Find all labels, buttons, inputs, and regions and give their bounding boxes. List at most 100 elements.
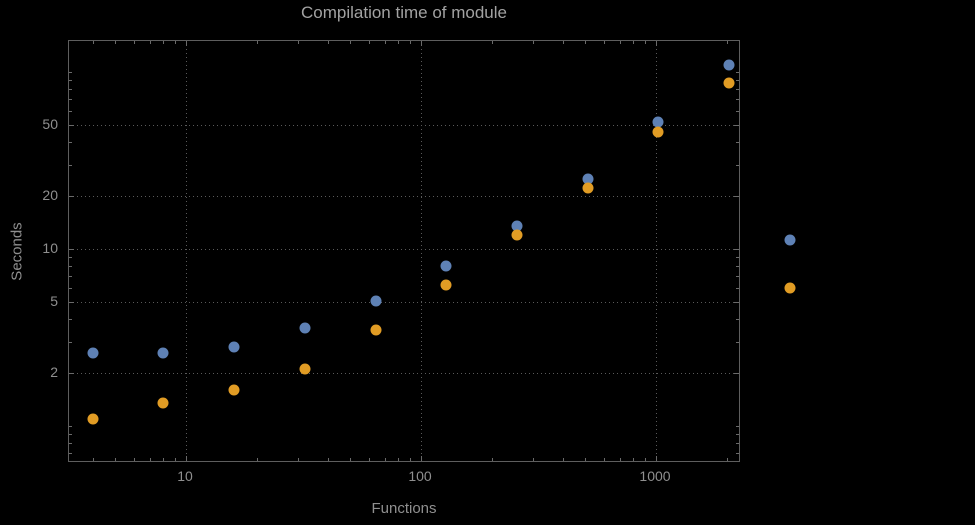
minor-tick-y [69, 164, 72, 166]
major-tick-x [656, 41, 657, 46]
major-tick-y [69, 125, 74, 127]
minor-tick-x [163, 41, 165, 44]
legend-marker-blue-series [784, 234, 796, 246]
major-tick-x [186, 41, 187, 46]
minor-tick-x [398, 41, 400, 44]
gridline-y-50 [69, 125, 739, 127]
data-point-orange-series [440, 279, 452, 290]
gridline-y-10 [69, 249, 739, 250]
minor-tick-x [619, 41, 621, 44]
major-tick-x [186, 456, 187, 461]
minor-tick-x [603, 41, 605, 44]
minor-tick-x [533, 41, 535, 44]
minor-tick-y [736, 453, 739, 455]
minor-tick-x [726, 41, 728, 44]
minor-tick-x [115, 41, 117, 44]
minor-tick-y [736, 89, 739, 91]
minor-tick-y [69, 257, 72, 259]
minor-tick-x [115, 458, 117, 461]
minor-tick-x [562, 41, 564, 44]
data-point-blue-series [228, 341, 240, 353]
x-tick-label-100: 100 [408, 468, 432, 484]
minor-tick-x [298, 458, 300, 461]
minor-tick-x [256, 458, 258, 461]
data-point-blue-series [723, 59, 735, 71]
minor-tick-x [163, 458, 165, 461]
minor-tick-x [368, 41, 370, 44]
minor-tick-x [92, 41, 94, 44]
minor-tick-y [736, 341, 739, 343]
minor-tick-x [350, 41, 352, 44]
minor-tick-y [69, 341, 72, 343]
data-point-blue-series [511, 220, 523, 232]
gridline-x-100 [421, 41, 422, 461]
minor-tick-x [368, 458, 370, 461]
minor-tick-x [491, 458, 493, 461]
y-tick-label-5: 5 [50, 293, 58, 310]
data-point-blue-series [440, 260, 452, 272]
gridline-x-1000 [656, 41, 657, 461]
minor-tick-x [175, 41, 177, 44]
minor-tick-x [384, 458, 386, 461]
data-point-orange-series [582, 182, 594, 194]
gridline-x-10 [186, 41, 187, 461]
minor-tick-y [69, 80, 72, 82]
minor-tick-x [645, 458, 647, 461]
minor-tick-x [149, 458, 151, 461]
data-point-orange-series [511, 229, 523, 241]
minor-tick-x [327, 458, 329, 461]
minor-tick-x [491, 41, 493, 44]
y-tick-label-20: 20 [42, 186, 58, 203]
minor-tick-y [736, 72, 739, 73]
x-tick-label-1000: 1000 [639, 468, 671, 484]
major-tick-y [734, 249, 739, 250]
minor-tick-y [69, 434, 72, 436]
major-tick-y [734, 302, 739, 304]
minor-tick-x [298, 41, 300, 44]
minor-tick-y [736, 99, 739, 101]
data-point-orange-series [723, 77, 735, 89]
major-tick-x [421, 456, 422, 461]
minor-tick-y [736, 276, 739, 278]
data-point-blue-series [157, 347, 169, 358]
major-tick-y [734, 195, 739, 197]
plot-area [68, 40, 740, 462]
major-tick-y [734, 125, 739, 127]
minor-tick-x [585, 458, 587, 461]
minor-tick-y [736, 142, 739, 144]
data-point-blue-series [582, 173, 594, 185]
minor-tick-y [736, 80, 739, 82]
minor-tick-y [69, 72, 72, 73]
y-tick-label-10: 10 [42, 240, 58, 256]
y-tick-label-2: 2 [50, 363, 58, 380]
data-point-blue-series [87, 347, 98, 358]
gridline-y-20 [69, 195, 739, 197]
minor-tick-y [69, 453, 72, 455]
y-axis-label: Seconds [8, 222, 26, 281]
minor-tick-x [256, 41, 258, 44]
major-tick-x [656, 456, 657, 461]
gridline-y-5 [69, 302, 739, 304]
minor-tick-x [410, 41, 412, 44]
chart-title: Compilation time of module [301, 3, 507, 22]
minor-tick-y [69, 443, 72, 445]
minor-tick-x [633, 41, 635, 44]
minor-tick-y [736, 266, 739, 268]
major-tick-y [69, 372, 74, 374]
minor-tick-x [410, 458, 412, 461]
major-tick-y [69, 249, 74, 250]
minor-tick-x [133, 41, 135, 44]
minor-tick-x [633, 458, 635, 461]
data-point-orange-series [228, 384, 240, 396]
minor-tick-y [69, 142, 72, 144]
y-tick-label-50: 50 [42, 116, 58, 133]
minor-tick-x [619, 458, 621, 461]
minor-tick-y [736, 288, 739, 290]
minor-tick-y [69, 288, 72, 290]
data-point-orange-series [370, 324, 381, 336]
minor-tick-y [69, 99, 72, 101]
minor-tick-x [92, 458, 94, 461]
minor-tick-x [398, 458, 400, 461]
data-point-blue-series [299, 322, 311, 333]
